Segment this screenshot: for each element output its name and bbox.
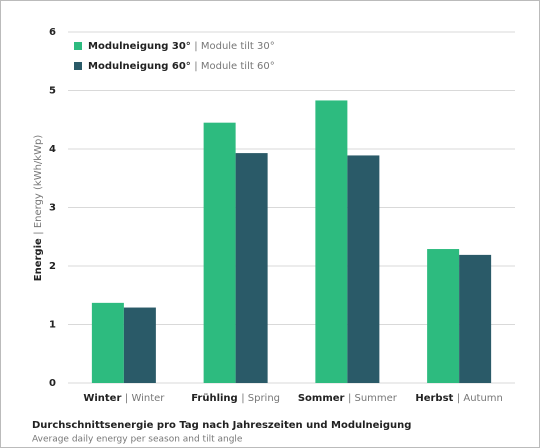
bar [203,122,236,384]
legend-label: Modulneigung 30° | Module tilt 30° [88,41,275,52]
x-tick-label: Sommer | Summer [298,393,398,404]
y-tick-label: 6 [49,27,56,38]
legend-label: Modulneigung 60° | Module tilt 60° [88,61,275,72]
y-tick-label: 4 [49,144,56,155]
bar [427,249,460,383]
bar [459,254,492,383]
chart-title: Durchschnittsenergie pro Tag nach Jahres… [32,420,411,431]
x-tick-label: Frühling | Spring [191,393,280,404]
bar [235,153,268,383]
y-tick-label: 2 [49,261,56,272]
y-tick-label: 0 [49,378,56,389]
bar [315,100,348,383]
bar [123,307,156,383]
legend-swatch [74,62,82,70]
x-tick-label: Herbst | Autumn [415,393,503,404]
x-tick-label: Winter | Winter [83,393,165,404]
legend-swatch [74,42,82,50]
y-tick-label: 1 [49,320,56,331]
y-tick-label: 5 [49,86,56,97]
bar [91,302,124,383]
y-axis-label: Energie | Energy (kWh/kWp) [33,135,44,282]
bar [347,155,380,383]
chart-subtitle: Average daily energy per season and tilt… [32,435,243,445]
y-tick-label: 3 [49,203,56,214]
